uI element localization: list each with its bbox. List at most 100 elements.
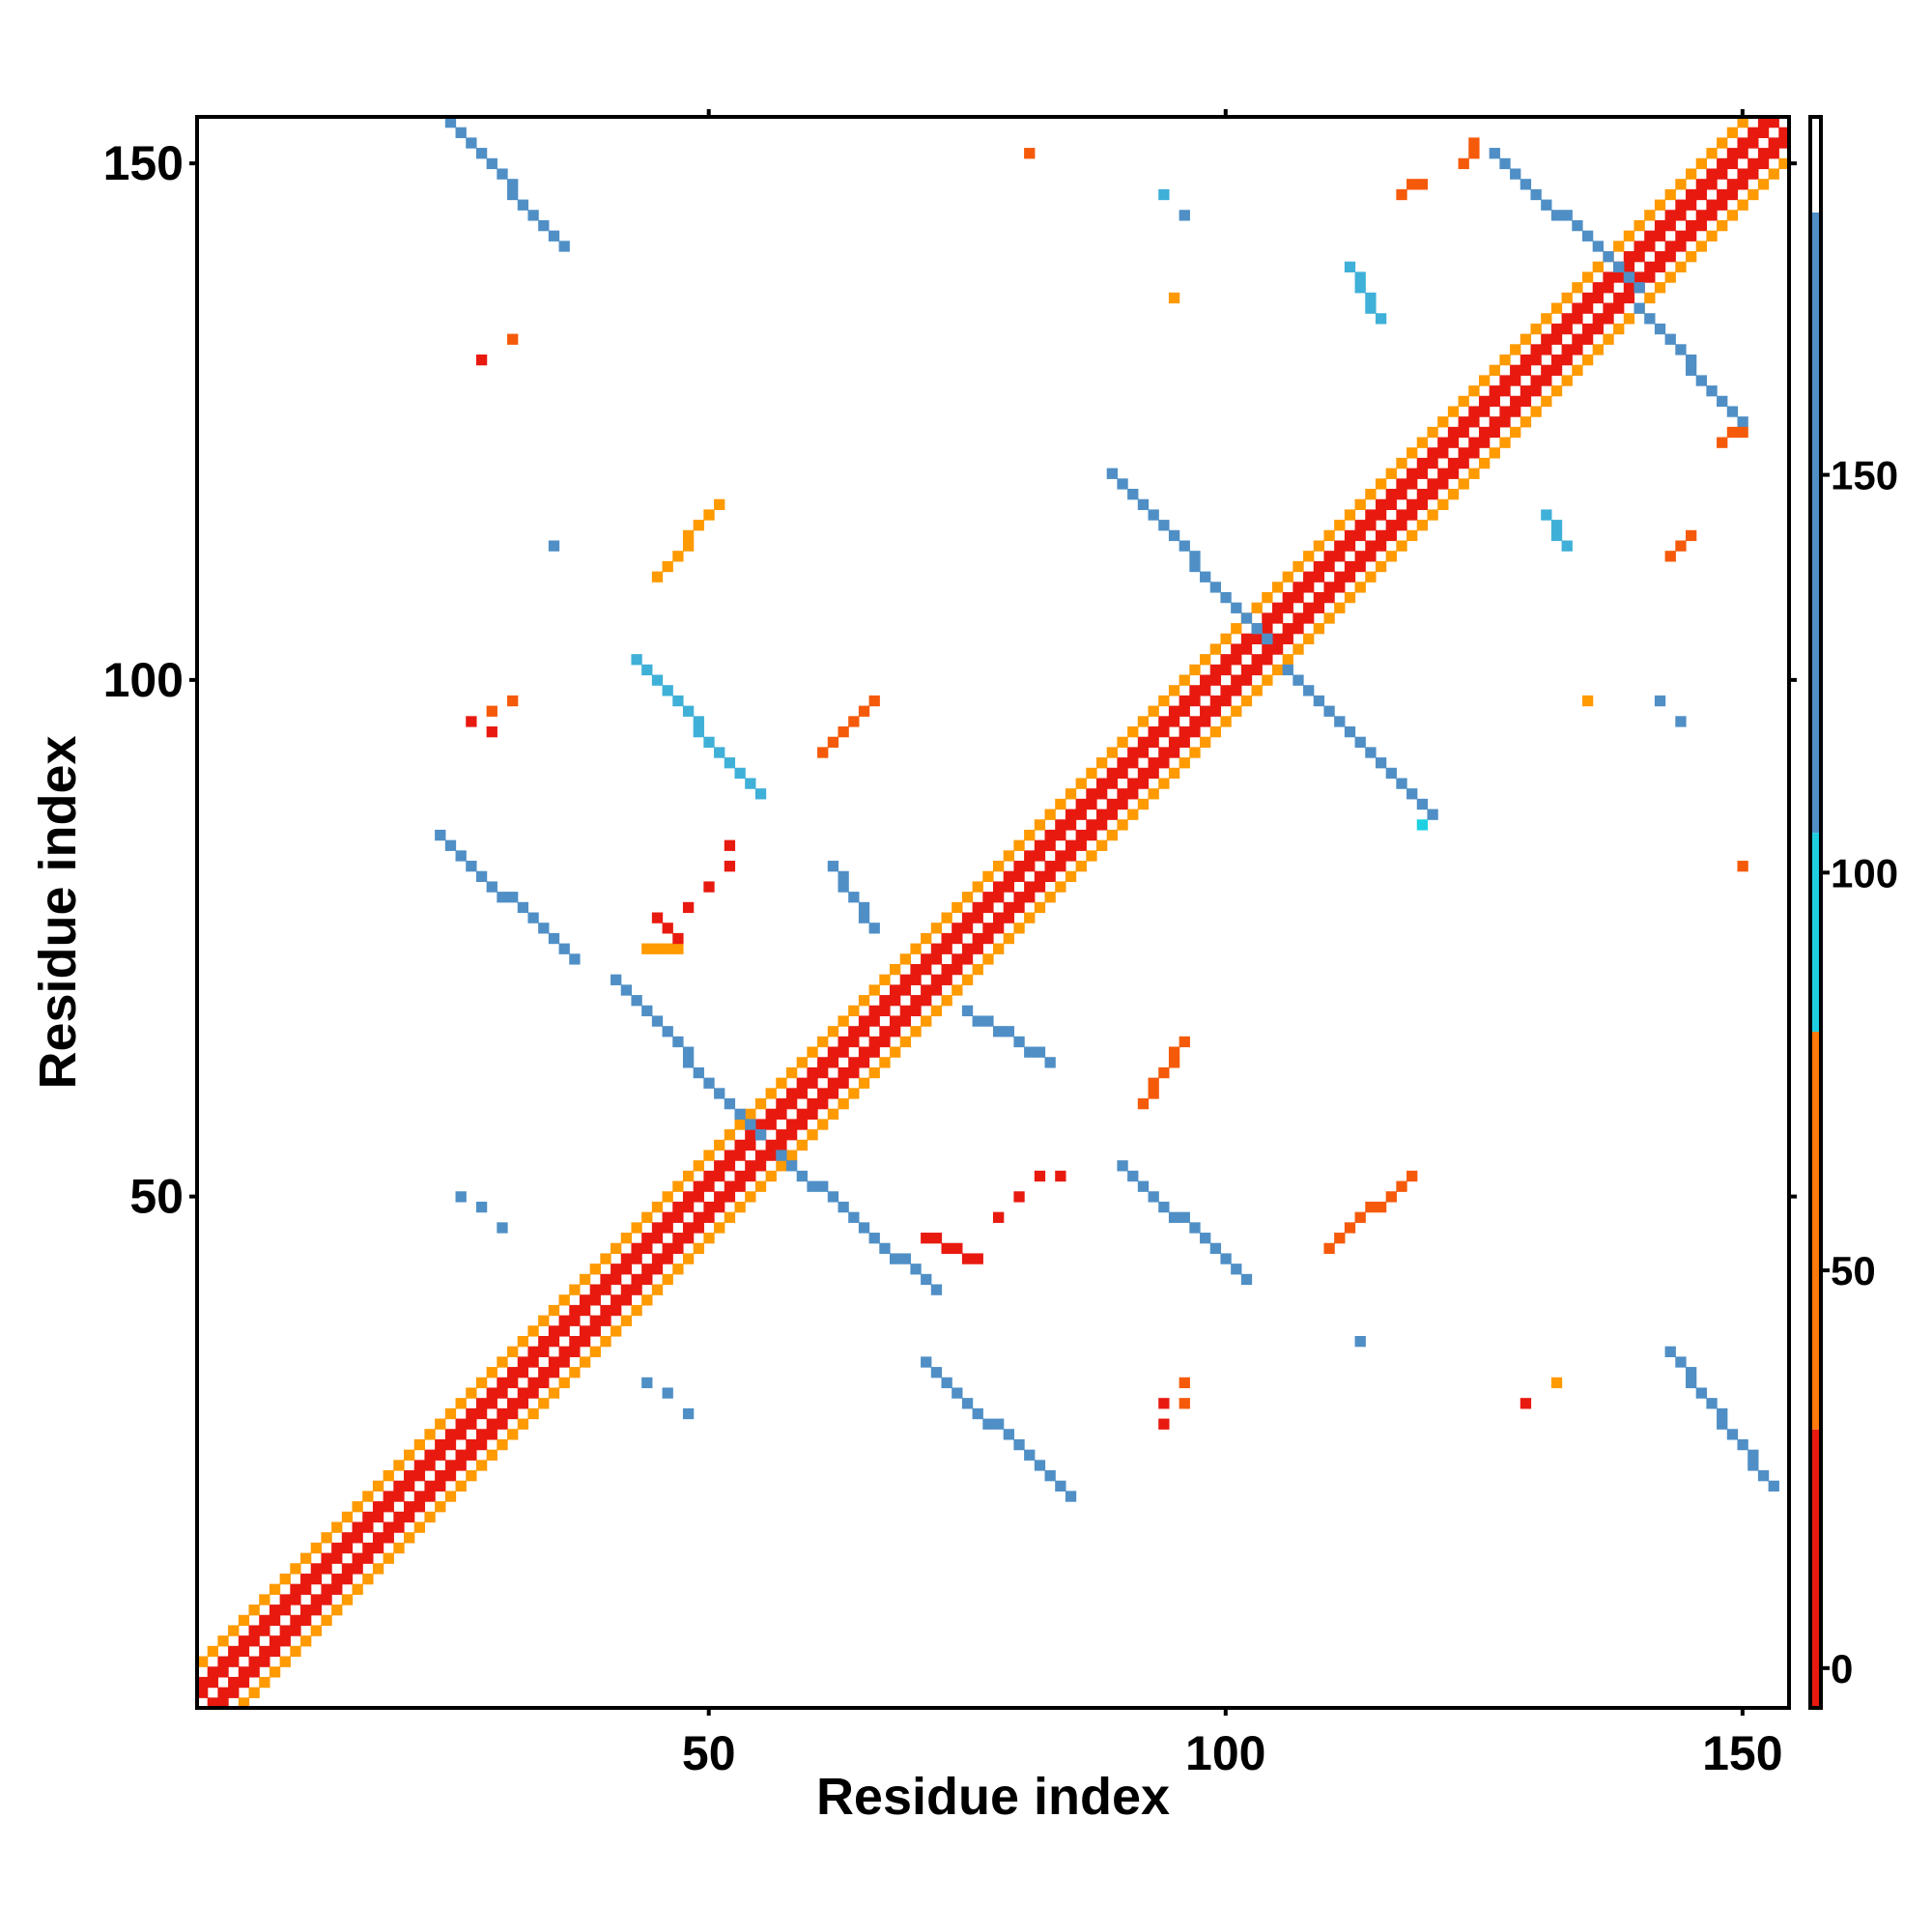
heatmap-cell [1044, 861, 1056, 872]
heatmap-cell [1200, 716, 1211, 727]
heatmap-cell [1200, 1233, 1211, 1244]
heatmap-cell [651, 1222, 664, 1234]
heatmap-cell [1757, 127, 1770, 138]
heatmap-cell [1303, 582, 1315, 593]
heatmap-cell [569, 1284, 581, 1295]
heatmap-cell [1613, 323, 1625, 335]
heatmap-cell [1427, 489, 1438, 500]
heatmap-cell [1323, 1242, 1335, 1255]
heatmap-cell [1747, 127, 1759, 138]
heatmap-cell [1695, 179, 1707, 190]
heatmap-cell [930, 923, 943, 934]
heatmap-cell [982, 1015, 994, 1027]
heatmap-cell [1489, 385, 1500, 397]
heatmap-cell [1375, 540, 1387, 552]
heatmap-cell [413, 1470, 426, 1482]
heatmap-cell [1375, 560, 1387, 573]
heatmap-cell [1137, 747, 1150, 758]
heatmap-cell [1034, 870, 1046, 883]
heatmap-cell [827, 861, 839, 872]
heatmap-cell [848, 1057, 860, 1068]
heatmap-cell [961, 953, 974, 965]
heatmap-cell [1478, 457, 1491, 469]
heatmap-cell [1096, 788, 1108, 800]
heatmap-cell [1499, 375, 1511, 386]
heatmap-cell [1644, 271, 1656, 283]
heatmap-cell [290, 1583, 301, 1595]
heatmap-cell [1572, 364, 1583, 376]
heatmap-cell [404, 1501, 415, 1513]
heatmap-cell [1675, 230, 1687, 242]
heatmap-cell [1231, 674, 1242, 686]
heatmap-cell [921, 1015, 932, 1027]
heatmap-cell [1158, 1201, 1170, 1213]
heatmap-cell [672, 695, 684, 707]
heatmap-cell [941, 943, 952, 954]
heatmap-cell [651, 943, 664, 954]
heatmap-cell [310, 1625, 323, 1636]
heatmap-cell [507, 188, 519, 201]
heatmap-cell [972, 881, 983, 893]
heatmap-cell [497, 1356, 508, 1368]
heatmap-cell [1478, 395, 1491, 408]
heatmap-cell [1293, 591, 1304, 604]
heatmap-cell [1706, 199, 1718, 211]
heatmap-cell [952, 901, 963, 914]
heatmap-cell [1613, 271, 1625, 283]
heatmap-cell [1550, 323, 1563, 335]
heatmap-cell [1768, 168, 1779, 180]
heatmap-cell [383, 1521, 394, 1533]
heatmap-cell [785, 1098, 798, 1110]
heatmap-cell [527, 210, 539, 221]
heatmap-cell [1561, 323, 1573, 335]
heatmap-cell [1550, 520, 1563, 531]
heatmap-cell [807, 1098, 818, 1110]
heatmap-cell [1561, 210, 1573, 221]
heatmap-cell [1003, 1429, 1014, 1440]
heatmap-cell [1065, 839, 1077, 851]
heatmap-cell [1447, 468, 1460, 479]
heatmap-cell [858, 1026, 870, 1037]
heatmap-cell [858, 1046, 870, 1058]
heatmap-cell [1747, 137, 1759, 149]
heatmap-cell [455, 850, 467, 862]
heatmap-cell [466, 137, 477, 149]
heatmap-cell [1747, 168, 1759, 180]
heatmap-cell [930, 943, 943, 954]
heatmap-cell [651, 912, 664, 923]
heatmap-cell [1055, 829, 1066, 841]
heatmap-cell [207, 1666, 218, 1678]
heatmap-cell [703, 1233, 715, 1244]
heatmap-cell [600, 1304, 611, 1317]
heatmap-cell [662, 943, 673, 954]
heatmap-cell [1293, 582, 1304, 593]
heatmap-cell [1385, 520, 1397, 531]
heatmap-cell [589, 1315, 601, 1326]
heatmap-cell [1231, 705, 1242, 717]
heatmap-cell [693, 1211, 704, 1223]
heatmap-cell [807, 1077, 818, 1089]
heatmap-cell [796, 1108, 808, 1120]
heatmap-cell [548, 1356, 560, 1368]
heatmap-cell [1354, 582, 1366, 593]
heatmap-cell [1685, 188, 1697, 201]
heatmap-cell [1737, 137, 1748, 149]
heatmap-cell [269, 1605, 281, 1616]
heatmap-cell [1003, 912, 1014, 923]
heatmap-cell [941, 995, 952, 1007]
heatmap-cell [672, 1201, 684, 1213]
heatmap-cell [352, 1552, 363, 1564]
heatmap-cell [848, 1066, 860, 1079]
heatmap-cell [1251, 664, 1263, 676]
heatmap-cell [776, 1160, 787, 1172]
heatmap-cell [1664, 188, 1676, 201]
heatmap-cell [631, 1284, 642, 1295]
heatmap-cell [817, 1036, 829, 1048]
heatmap-cell [672, 551, 684, 562]
heatmap-cell [889, 1026, 901, 1037]
heatmap-cell [372, 1501, 384, 1513]
heatmap-cell [1726, 157, 1739, 170]
heatmap-cell [1354, 520, 1366, 531]
heatmap-cell [507, 1377, 519, 1389]
heatmap-cell [1581, 323, 1594, 335]
